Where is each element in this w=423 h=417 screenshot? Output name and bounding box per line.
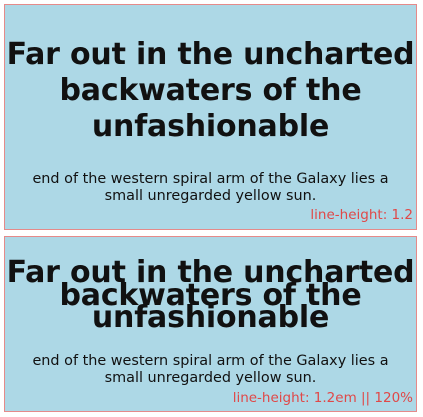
- demo-heading: Far out in the uncharted backwaters of t…: [5, 37, 416, 145]
- demo-body-text: end of the western spiral arm of the Gal…: [5, 171, 416, 206]
- line-height-note: line-height: 1.2: [310, 207, 413, 223]
- demo-heading: Far out in the uncharted backwaters of t…: [5, 258, 416, 333]
- heading-line: Far out in the uncharted: [6, 37, 415, 72]
- body-line: end of the western spiral arm of the Gal…: [32, 353, 389, 369]
- demo-panel-em: Far out in the uncharted backwaters of t…: [4, 236, 417, 412]
- demo-panel-unitless: Far out in the uncharted backwaters of t…: [4, 4, 417, 230]
- body-line: small unregarded yellow sun.: [104, 370, 317, 387]
- heading-line: backwaters of the: [59, 73, 362, 108]
- demo-body-text: end of the western spiral arm of the Gal…: [5, 353, 416, 388]
- heading-line: backwaters of the: [59, 277, 362, 313]
- line-height-note: line-height: 1.2em || 120%: [232, 390, 413, 406]
- heading-line: unfashionable: [91, 109, 330, 144]
- body-line: end of the western spiral arm of the Gal…: [32, 171, 389, 187]
- heading-line: unfashionable: [91, 300, 330, 335]
- body-line: small unregarded yellow sun.: [104, 188, 317, 205]
- heading-line: Far out in the uncharted: [6, 255, 415, 290]
